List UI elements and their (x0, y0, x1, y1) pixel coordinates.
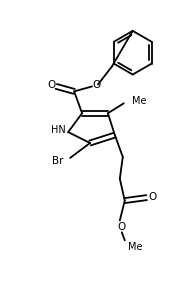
Text: O: O (118, 222, 126, 232)
Text: O: O (47, 80, 55, 90)
Text: Me: Me (132, 96, 146, 106)
Text: O: O (93, 80, 101, 90)
Text: Br: Br (52, 156, 63, 166)
Text: O: O (148, 192, 157, 202)
Text: Me: Me (128, 242, 142, 252)
Text: HN: HN (51, 125, 66, 135)
